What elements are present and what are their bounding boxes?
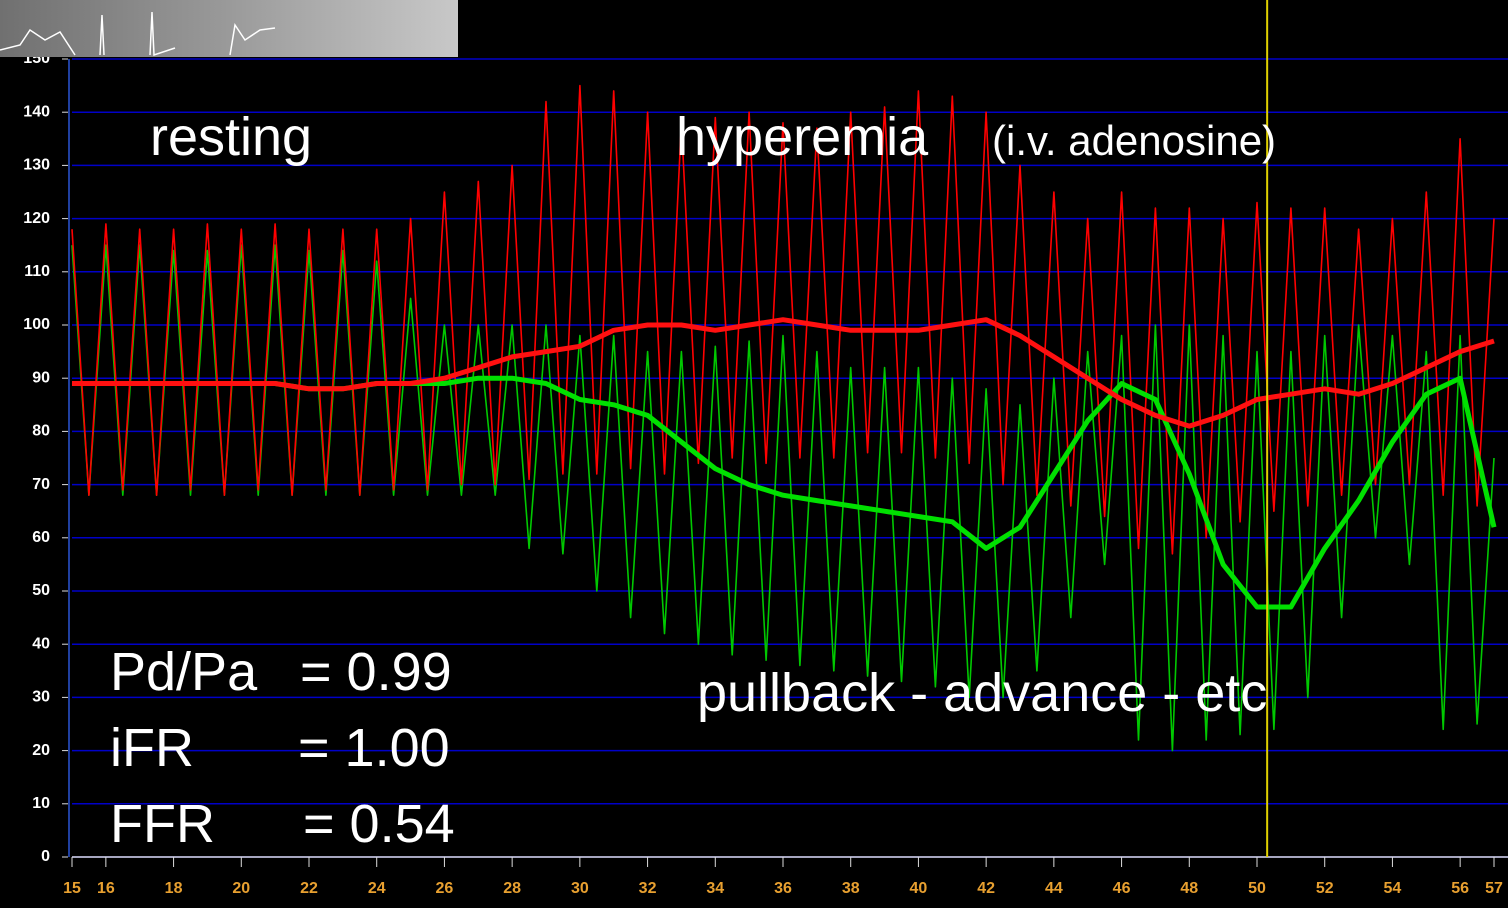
y-tick-label: 130 [23, 157, 50, 174]
x-tick-label: 42 [977, 880, 995, 897]
x-tick-label: 48 [1180, 880, 1198, 897]
thumbnail-image [0, 0, 458, 57]
x-tick-label: 54 [1384, 880, 1402, 897]
x-tick-label: 44 [1045, 880, 1063, 897]
annotation: pullback - advance - etc [697, 663, 1267, 723]
x-tick-label: 26 [436, 880, 454, 897]
y-tick-label: 120 [23, 210, 50, 227]
x-tick-label: 56 [1451, 880, 1469, 897]
y-tick-label: 100 [23, 316, 50, 333]
x-tick-label: 30 [571, 880, 589, 897]
y-tick-label: 40 [32, 635, 50, 652]
y-tick-label: 0 [41, 848, 50, 865]
y-tick-label: 140 [23, 103, 50, 120]
y-tick-label: 10 [32, 795, 50, 812]
x-tick-label: 18 [165, 880, 183, 897]
index-name: FFR [110, 794, 215, 854]
x-tick-label: 22 [300, 880, 318, 897]
y-tick-label: 80 [32, 423, 50, 440]
x-tick-label: 52 [1316, 880, 1334, 897]
x-tick-label: 15 [63, 880, 81, 897]
pressure-tracing: 0102030405060708090100110120130140150151… [0, 0, 1508, 908]
x-tick-label: 24 [368, 880, 386, 897]
index-value: = 1.00 [298, 718, 450, 778]
x-tick-label: 40 [910, 880, 928, 897]
annotation: resting [150, 107, 312, 167]
y-tick-label: 50 [32, 582, 50, 599]
y-tick-label: 20 [32, 742, 50, 759]
annotation: hyperemia [676, 107, 929, 167]
index-value: = 0.99 [300, 642, 452, 702]
x-tick-label: 46 [1113, 880, 1131, 897]
index-value: = 0.54 [303, 794, 455, 854]
annotation: (i.v. adenosine) [992, 117, 1276, 164]
x-tick-label: 57 [1485, 880, 1503, 897]
x-tick-label: 38 [842, 880, 860, 897]
y-tick-label: 70 [32, 476, 50, 493]
thumbnail [0, 0, 458, 57]
x-tick-label: 36 [774, 880, 792, 897]
x-tick-label: 32 [639, 880, 657, 897]
y-tick-label: 30 [32, 689, 50, 706]
x-tick-label: 20 [232, 880, 250, 897]
index-name: iFR [110, 718, 194, 778]
x-tick-label: 28 [503, 880, 521, 897]
x-tick-label: 34 [706, 880, 724, 897]
y-tick-label: 60 [32, 529, 50, 546]
y-tick-label: 90 [32, 369, 50, 386]
y-tick-label: 110 [24, 263, 50, 280]
x-tick-label: 16 [97, 880, 115, 897]
index-name: Pd/Pa [110, 642, 258, 702]
x-tick-label: 50 [1248, 880, 1266, 897]
